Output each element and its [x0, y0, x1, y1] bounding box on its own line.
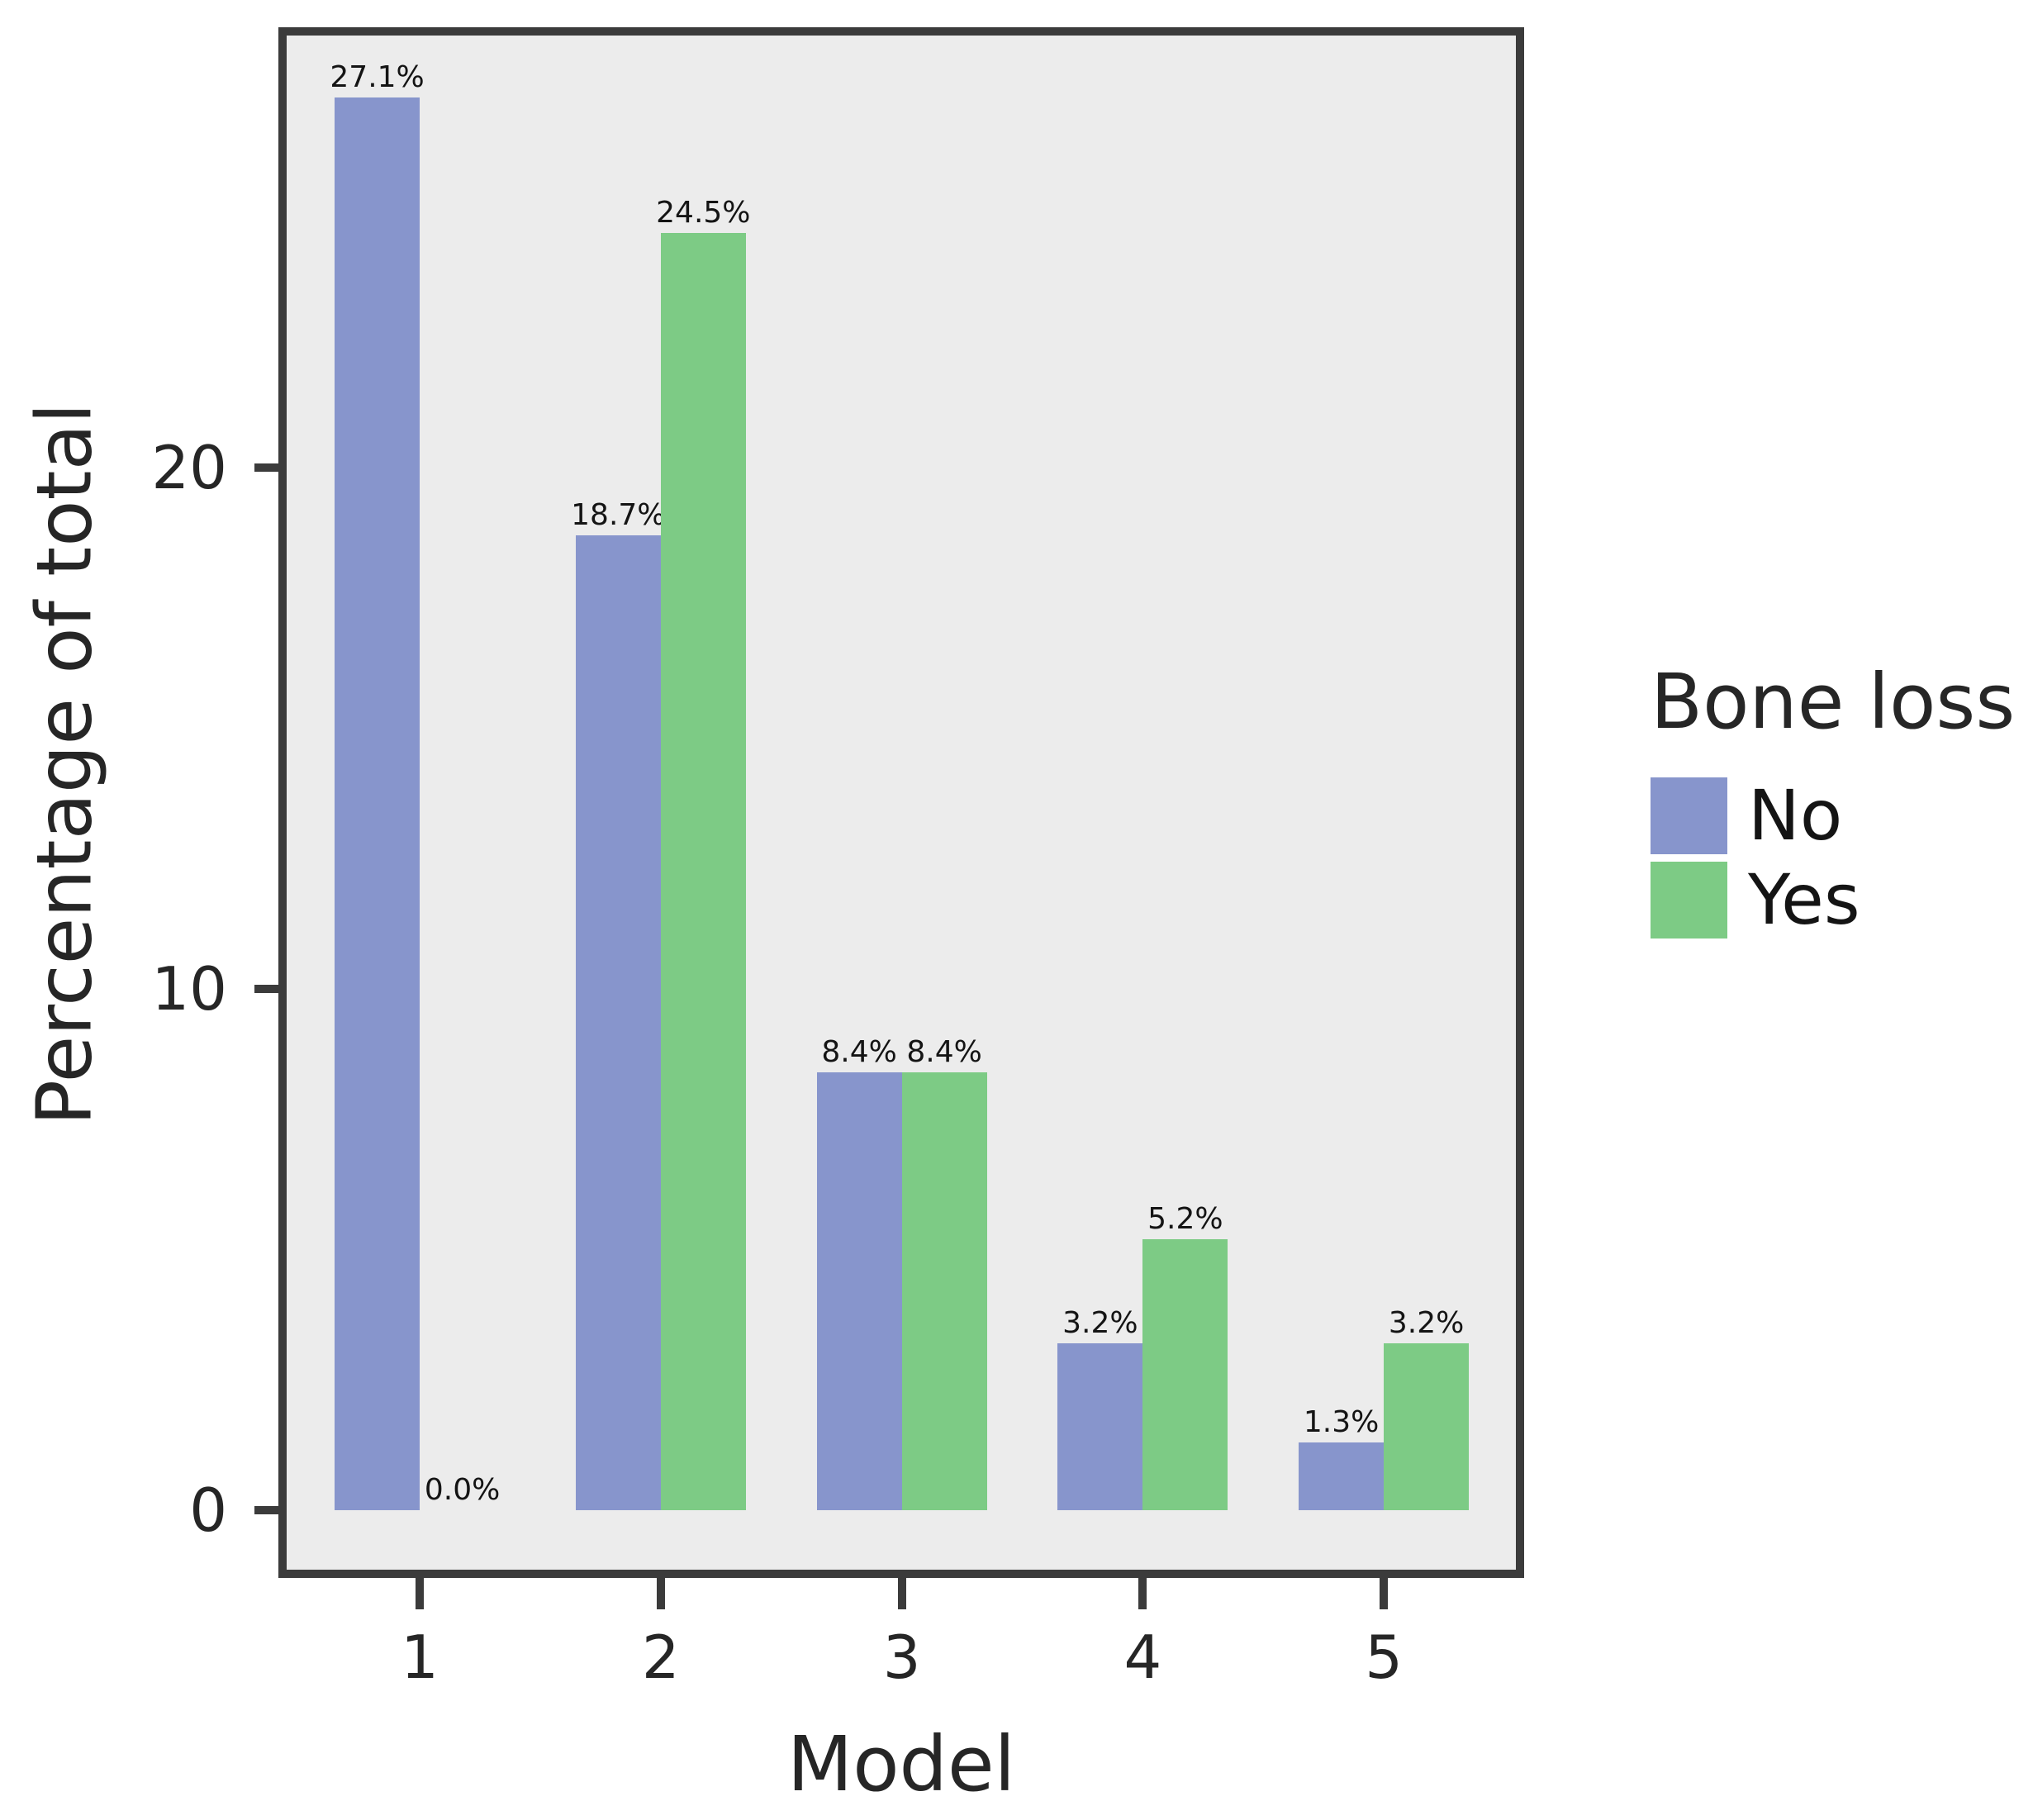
value-label-no-model-5: 1.3%: [1303, 1404, 1380, 1439]
bar-no-model-5: [1299, 1442, 1385, 1510]
y-tick-10: [254, 985, 278, 994]
y-tick-label-20: 20: [151, 433, 227, 503]
value-label-yes-model-3: 8.4%: [906, 1034, 982, 1069]
bar-no-model-1: [335, 97, 420, 1510]
value-label-no-model-2: 18.7%: [571, 497, 666, 532]
value-label-no-model-3: 8.4%: [821, 1034, 897, 1069]
bar-yes-model-5: [1384, 1343, 1470, 1510]
x-tick-2: [656, 1578, 665, 1609]
legend-label-no: No: [1748, 775, 1843, 856]
legend-label-yes: Yes: [1748, 859, 1860, 940]
value-label-no-model-4: 3.2%: [1062, 1305, 1138, 1340]
x-tick-label-1: 1: [401, 1623, 439, 1692]
x-tick-label-4: 4: [1123, 1623, 1162, 1692]
x-tick-3: [897, 1578, 906, 1609]
y-tick-20: [254, 463, 278, 473]
x-tick-5: [1380, 1578, 1389, 1609]
x-axis-title: Model: [786, 1720, 1016, 1808]
value-label-yes-model-5: 3.2%: [1388, 1305, 1465, 1340]
bar-no-model-3: [816, 1072, 902, 1510]
bar-yes-model-4: [1142, 1238, 1228, 1510]
value-label-no-model-1: 27.1%: [330, 59, 425, 94]
value-label-yes-model-2: 24.5%: [656, 195, 751, 230]
value-label-yes-model-1: 0.0%: [424, 1472, 501, 1507]
x-tick-label-5: 5: [1365, 1623, 1404, 1692]
y-tick-0: [254, 1505, 278, 1514]
legend-swatch-no: [1651, 777, 1727, 854]
bar-yes-model-2: [660, 233, 746, 1510]
legend-title: Bone loss: [1651, 658, 2016, 746]
bar-yes-model-3: [901, 1072, 987, 1510]
x-tick-label-2: 2: [641, 1623, 680, 1692]
value-label-yes-model-4: 5.2%: [1147, 1201, 1223, 1236]
bar-no-model-2: [575, 535, 661, 1510]
legend-swatch-yes: [1651, 862, 1727, 939]
x-tick-label-3: 3: [882, 1623, 921, 1692]
bar-no-model-4: [1057, 1343, 1143, 1510]
y-tick-label-0: 0: [189, 1475, 227, 1545]
y-tick-label-10: 10: [151, 954, 227, 1024]
x-tick-1: [416, 1578, 425, 1609]
x-tick-4: [1138, 1578, 1147, 1609]
